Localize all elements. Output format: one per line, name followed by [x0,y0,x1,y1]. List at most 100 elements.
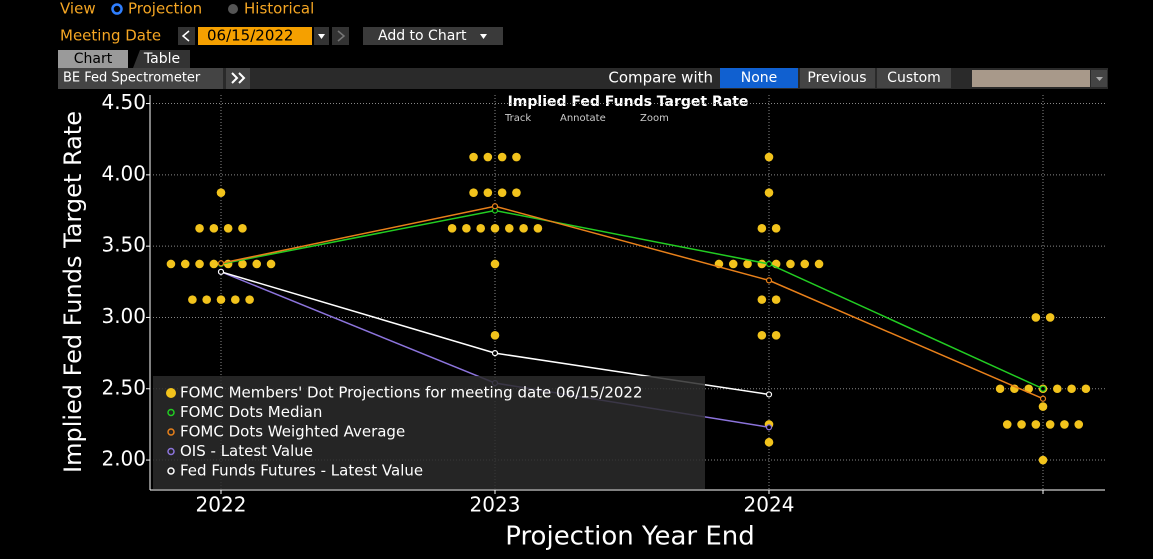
dot [483,152,493,162]
dot [166,259,176,269]
dot [476,224,486,233]
expand-button[interactable] [226,68,250,89]
legend-marker [166,388,176,398]
dot [757,330,767,340]
dot [490,330,500,340]
x-tick-label: 2023 [470,493,521,517]
expand-icon [231,72,239,84]
tab-label[interactable]: Chart [74,51,113,67]
legend-marker [167,408,175,417]
radio-selected[interactable] [111,3,123,15]
radio[interactable] [228,4,238,14]
dot [202,295,211,304]
compare-input[interactable] [972,70,1090,87]
y-tick-label: 3.00 [101,304,146,328]
dot [245,295,254,304]
meeting-date-label: Meeting Date [60,27,161,45]
compare-option[interactable]: Custom [887,70,941,86]
dot [1053,384,1062,394]
legend-label: FOMC Members' Dot Projections for meetin… [180,384,643,402]
dot [462,224,471,233]
line-marker [1039,385,1047,392]
dot [216,295,226,304]
dot [209,259,219,269]
dot [512,152,521,162]
date-box[interactable] [198,27,312,45]
dot [1081,384,1091,394]
dot [195,224,204,233]
compare-option[interactable]: None [741,70,778,86]
meeting-date[interactable]: 06/15/2022 [207,27,293,45]
add-button[interactable] [363,27,503,45]
x-axis-label: Projection Year End [505,522,755,552]
dot [483,188,493,197]
legend-label: FOMC Dots Median [180,403,322,421]
chart: Implied Fed Funds Target Rate Track Annota… [59,90,1105,552]
legend-label: Fed Funds Futures - Latest Value [180,462,423,480]
prev-icon [181,30,190,42]
dot [743,259,752,269]
view-option[interactable]: Historical [244,0,314,18]
dot [764,437,774,447]
add-button-label[interactable]: Add to Chart [378,28,467,44]
chart-tool[interactable]: Annotate [560,113,606,124]
dot [512,188,521,197]
line-marker [491,203,499,210]
dropdown-icon [318,34,325,39]
y-axis-label: Implied Fed Funds Target Rate [59,111,87,473]
dot [533,224,543,233]
chart-tool[interactable]: Zoom [640,113,669,124]
legend-marker [167,447,175,456]
line-marker [765,277,773,284]
legend-marker [167,428,175,436]
dot [1017,420,1026,429]
compare-option-box[interactable] [800,68,875,88]
tab-label[interactable]: Table [143,51,180,67]
dot [800,259,810,269]
dot [490,259,500,269]
dot [764,188,774,197]
dot [1038,402,1048,411]
compare-label: Compare with [608,69,713,87]
panel-title: BE Fed Spectrometer [63,71,201,86]
x-tick-label: 2024 [744,493,795,517]
dot [469,188,478,197]
dot [497,188,507,197]
compare-option-box[interactable] [877,68,951,88]
compare-option[interactable]: Previous [807,70,866,86]
dot [814,259,824,269]
view-label: View [60,0,96,18]
dot [1031,420,1041,429]
dot [771,330,781,340]
dot [447,224,457,233]
legend-box [153,376,705,489]
dot [771,224,781,233]
dot [1074,420,1084,429]
tab[interactable] [133,50,190,68]
chart-tool[interactable]: Track [504,113,531,124]
dot [180,259,190,269]
chart-title: Implied Fed Funds Target Rate [508,94,749,110]
next-button[interactable] [332,27,349,45]
line-marker [1039,395,1047,402]
line-marker [765,424,773,431]
line-marker [217,260,225,267]
next-icon [337,30,346,42]
view-option[interactable]: Projection [128,0,202,18]
series-line [220,205,1044,400]
prev-button[interactable] [178,27,195,45]
dot [995,384,1005,394]
dot [505,224,514,233]
line-marker [217,268,225,275]
tab-active[interactable] [58,50,128,68]
dot [266,259,276,269]
dot [469,152,478,162]
dot [188,295,197,304]
line-marker [765,391,773,398]
compare-option-active[interactable] [720,68,798,88]
y-tick-label: 2.00 [101,447,146,471]
y-tick-label: 2.50 [101,375,146,399]
y-tick-label: 4.50 [101,90,146,114]
